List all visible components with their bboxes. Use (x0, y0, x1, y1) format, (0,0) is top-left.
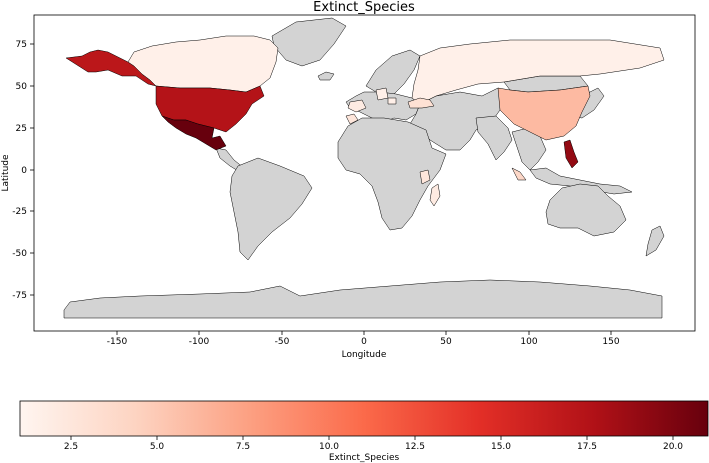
y-tick-label: -50 (12, 249, 27, 259)
country-china (497, 85, 591, 141)
colorbar-tick-label: 10.0 (319, 442, 339, 452)
land-new-zealand (645, 225, 665, 257)
y-axis-label: Latitude (1, 154, 11, 192)
map-axes: -150 -100 -50 0 50 100 150 Longitude 75 … (1, 14, 696, 360)
y-tick-label: 0 (21, 166, 27, 176)
land-australia (545, 183, 627, 237)
x-tick-label: 50 (440, 337, 452, 347)
country-philippines (563, 139, 579, 169)
country-austria (387, 97, 397, 105)
country-madagascar (429, 183, 441, 207)
land-greenland (271, 17, 347, 67)
y-tick-label: 25 (16, 124, 27, 134)
y-axis: 75 50 25 0 -25 -50 -75 Latitude (1, 40, 34, 301)
x-tick-label: -50 (275, 337, 290, 347)
colorbar-tick-label: 17.5 (577, 442, 597, 452)
country-mexico (161, 115, 227, 151)
x-tick-label: 100 (520, 337, 537, 347)
x-tick-label: -100 (189, 337, 210, 347)
y-tick-label: -75 (12, 291, 27, 301)
colorbar-tick-label: 20.0 (663, 442, 683, 452)
colorbar: 2.5 5.0 7.5 10.0 12.5 15.0 17.5 20.0 Ext… (19, 400, 709, 463)
land-antarctica (63, 279, 663, 319)
x-axis: -150 -100 -50 0 50 100 150 Longitude (107, 331, 620, 360)
colorbar-tick-label: 12.5 (405, 442, 425, 452)
land-africa (337, 117, 447, 231)
land-indonesia (529, 167, 633, 195)
country-sumatra (511, 167, 527, 181)
colorbar-gradient (19, 400, 709, 437)
colorbar-ticks: 2.5 5.0 7.5 10.0 12.5 15.0 17.5 20.0 (64, 436, 683, 452)
y-tick-label: -25 (12, 207, 27, 217)
colorbar-tick-label: 15.0 (491, 442, 511, 452)
country-turkey (407, 97, 435, 109)
data-countries (65, 35, 665, 207)
country-canada (127, 35, 279, 93)
country-germany (375, 87, 389, 101)
y-tick-label: 75 (16, 40, 27, 50)
colorbar-tick-label: 2.5 (64, 442, 78, 452)
country-spain (347, 99, 367, 113)
x-axis-label: Longitude (342, 350, 387, 360)
colorbar-tick-label: 5.0 (150, 442, 165, 452)
land-south-america (229, 157, 313, 261)
x-tick-label: 150 (602, 337, 619, 347)
x-tick-label: 0 (361, 337, 367, 347)
land-india (475, 115, 513, 161)
colorbar-label: Extinct_Species (329, 453, 400, 463)
no-data-countries (63, 17, 665, 319)
x-tick-label: -150 (107, 337, 128, 347)
colorbar-tick-label: 7.5 (236, 442, 250, 452)
country-morocco (345, 113, 359, 125)
y-tick-label: 50 (16, 82, 28, 92)
country-kenya (419, 169, 431, 185)
land-iceland (317, 71, 335, 81)
map-title: Extinct_Species (313, 0, 415, 15)
